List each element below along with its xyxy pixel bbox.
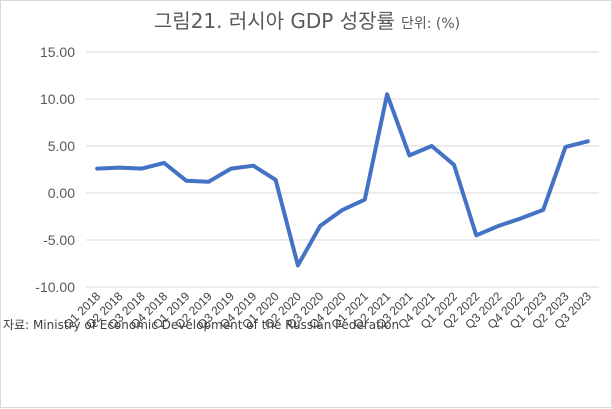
data-point [363, 198, 367, 202]
data-point [140, 167, 144, 171]
data-point [407, 153, 411, 157]
chart-unit-label: 단위: (%) [401, 16, 460, 32]
data-point [296, 263, 300, 267]
data-point [229, 167, 233, 171]
data-point [519, 216, 523, 220]
y-tick-label: 10.00 [40, 91, 75, 107]
data-point [318, 224, 322, 228]
source-note: 자료: Ministry of Economic Development of … [3, 318, 399, 332]
y-tick-label: 5.00 [48, 138, 75, 154]
data-point [207, 180, 211, 184]
gridlines [86, 51, 599, 288]
data-point [430, 144, 434, 148]
data-point [474, 233, 478, 237]
data-point [117, 166, 121, 170]
data-point [341, 208, 344, 212]
data-point [564, 145, 568, 149]
y-tick-label: -10.00 [35, 279, 75, 295]
data-point [184, 179, 188, 183]
y-tick-label: -5.00 [43, 232, 75, 248]
y-axis-ticks: 15.00 10.00 5.00 0.00 -5.00 -10.00 [35, 44, 75, 295]
data-point [452, 163, 456, 167]
series-layer [95, 92, 590, 268]
data-point [274, 178, 278, 182]
y-tick-label: 0.00 [48, 185, 75, 201]
data-point [497, 224, 501, 228]
y-tick-label: 15.00 [40, 44, 75, 60]
data-point [385, 92, 389, 96]
data-point [541, 208, 545, 212]
data-point [586, 139, 590, 143]
data-point [162, 161, 166, 165]
chart-title-group: 그림21. 러시아 GDP 성장률 단위: (%) [154, 9, 460, 33]
data-point [251, 164, 255, 168]
chart-title: 그림21. 러시아 GDP 성장률 [154, 9, 395, 33]
data-point [95, 167, 99, 171]
